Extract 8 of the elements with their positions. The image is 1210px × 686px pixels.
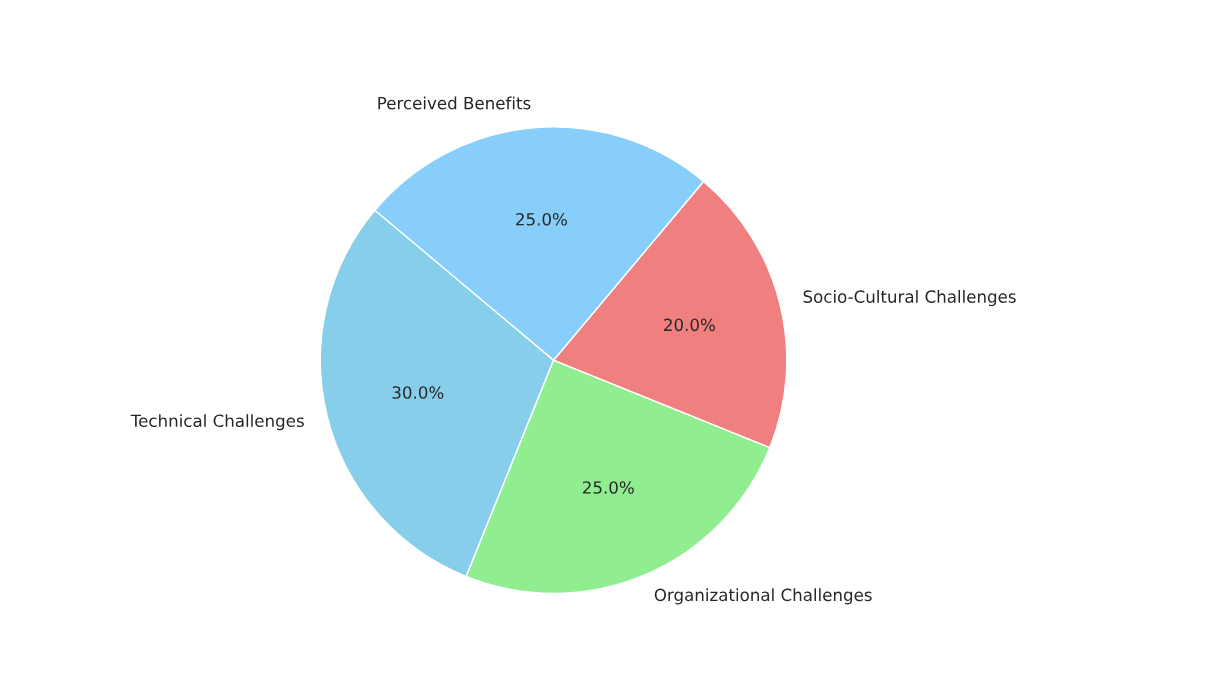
data-label: 30.0% [392,386,444,399]
slice-label: Technical Challenges [130,414,304,431]
slice-label: Socio-Cultural Challenges [803,290,1016,307]
slice-label: Perceived Benefits [378,96,531,110]
data-label: 25.0% [583,481,634,494]
data-label: 20.0% [664,318,715,332]
slice-label: Organizational Challenges [654,588,872,605]
data-label: 25.0% [516,212,567,226]
